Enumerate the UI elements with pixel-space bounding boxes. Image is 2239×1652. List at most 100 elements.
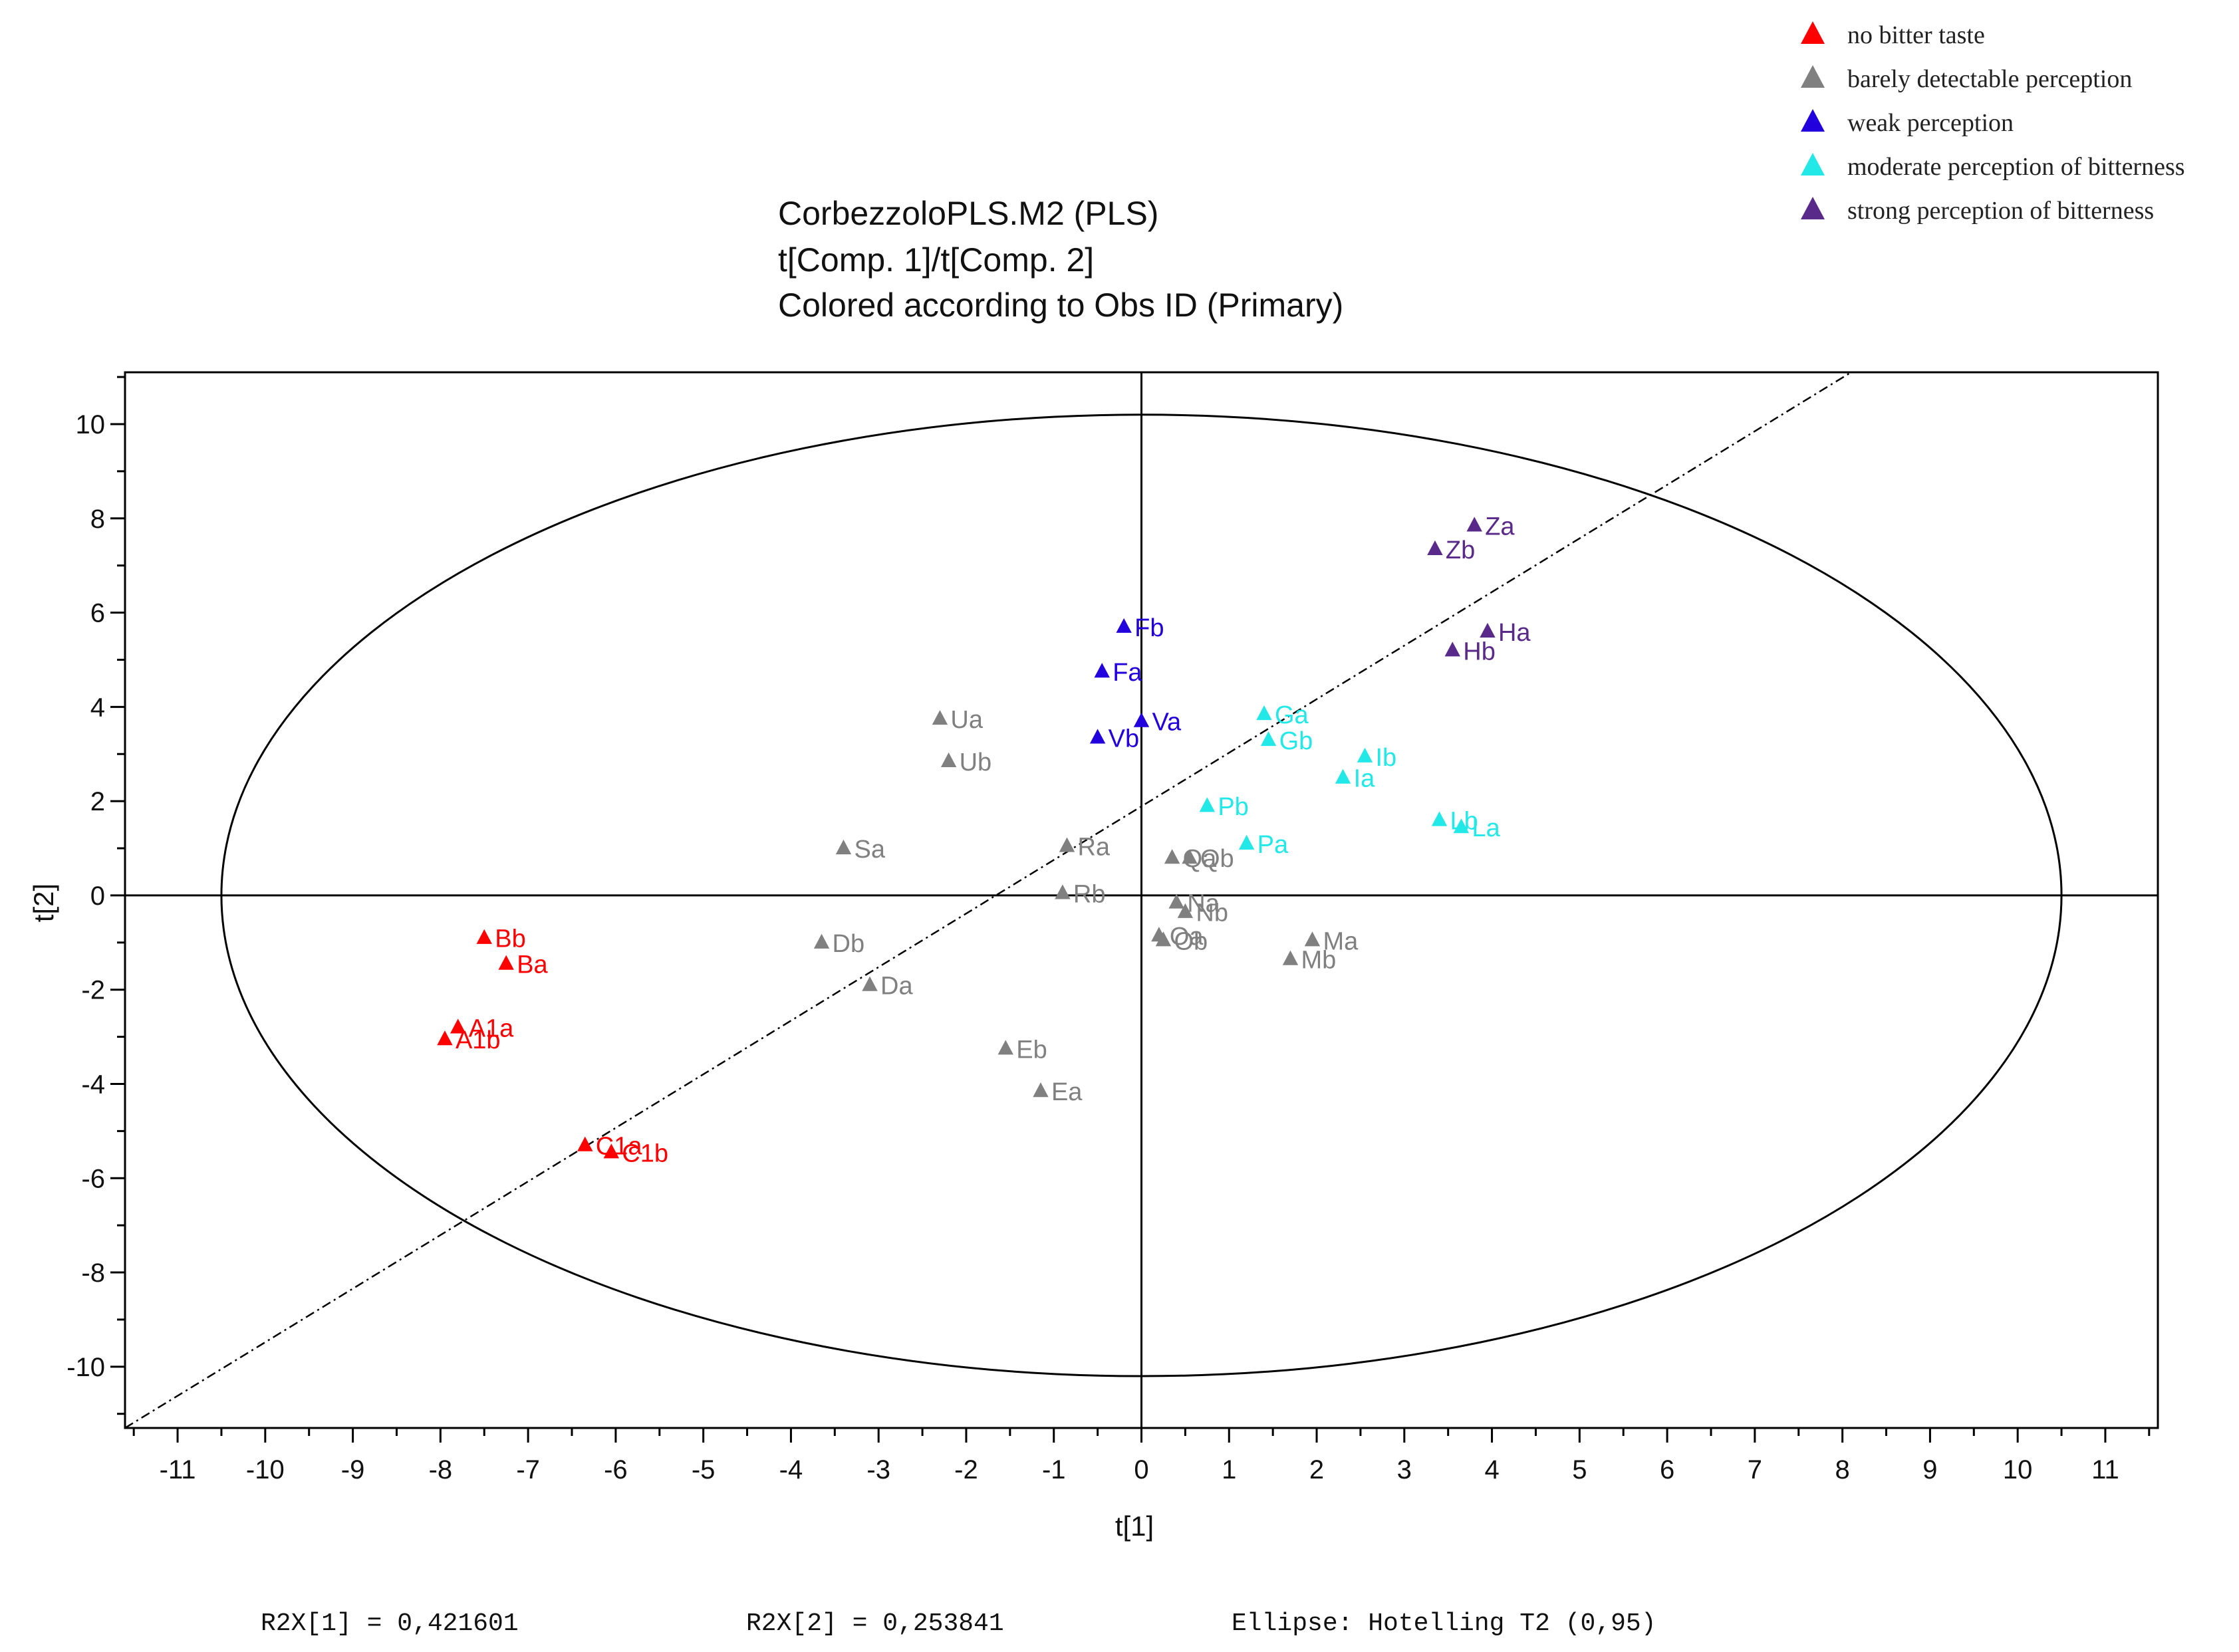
point-label-la: La <box>1472 814 1500 842</box>
point-label-pa: Pa <box>1257 831 1289 859</box>
legend-label: barely detectable perception <box>1847 65 2132 93</box>
point-label-ub: Ub <box>960 749 992 776</box>
x-tick-label: 2 <box>1309 1455 1324 1484</box>
point-marker-ia <box>1335 768 1351 784</box>
plot-shapes <box>124 371 2063 1429</box>
x-tick-label: -10 <box>246 1455 285 1484</box>
point-marker-za <box>1466 517 1482 532</box>
point-label-va: Va <box>1152 709 1182 737</box>
y-tick-label: -4 <box>81 1070 105 1099</box>
x-tick-label: -3 <box>866 1455 890 1484</box>
x-tick-label: -4 <box>779 1455 803 1484</box>
point-label-gb: Gb <box>1279 727 1313 755</box>
x-tick-label: -6 <box>604 1455 628 1484</box>
x-tick-label: 1 <box>1222 1455 1236 1484</box>
y-tick-label: -2 <box>81 976 105 1005</box>
x-tick-label: -8 <box>429 1455 453 1484</box>
point-label-qb: Qb <box>1200 845 1234 873</box>
point-label-eb: Eb <box>1016 1036 1047 1064</box>
x-tick-label: 0 <box>1134 1455 1148 1484</box>
point-label-a1b: A1b <box>456 1026 501 1054</box>
plot-frame: -11 -10 -9 -8 -7 -6 -5 -4 -3 -2 -1 0 1 2 3 4 5 6 7 8 9 10 11-1… <box>66 371 2159 1484</box>
y-tick-label: 4 <box>90 693 105 722</box>
x-tick-label: 4 <box>1484 1455 1499 1484</box>
legend-label: weak perception <box>1847 109 2014 137</box>
point-label-ia: Ia <box>1354 765 1376 793</box>
point-label-ma: Ma <box>1323 927 1359 955</box>
y-tick-label: 6 <box>90 599 105 628</box>
chart-title: CorbezzoloPLS.M2 (PLS) <box>778 195 1158 232</box>
y-tick-label: -10 <box>66 1353 105 1382</box>
point-label-hb: Hb <box>1463 638 1496 665</box>
point-label-c1a: C1a <box>596 1133 643 1161</box>
point-marker-c1b <box>603 1143 620 1159</box>
point-marker-ra <box>1059 837 1075 852</box>
point-label-a1a: A1a <box>469 1014 514 1042</box>
point-label-db: Db <box>833 930 865 958</box>
legend-marker <box>1801 21 1825 44</box>
point-marker-qb <box>1182 849 1198 864</box>
point-marker-db <box>813 933 830 949</box>
point-label-da: Da <box>880 973 913 1001</box>
y-tick-label: 10 <box>76 410 106 439</box>
x-tick-label: 9 <box>1922 1455 1937 1484</box>
legend-label: moderate perception of bitterness <box>1847 153 2185 181</box>
x-tick-label: 7 <box>1748 1455 1762 1484</box>
chart-subtitle-2: Colored according to Obs ID (Primary) <box>778 287 1343 324</box>
legend-marker <box>1801 109 1825 132</box>
point-marker-ea <box>1033 1082 1049 1098</box>
footer-r2x1: R2X[1] = 0,421601 <box>261 1609 519 1638</box>
point-marker-ba <box>498 955 514 970</box>
point-marker-pb <box>1199 797 1216 812</box>
point-label-mb: Mb <box>1301 947 1337 975</box>
point-marker-bb <box>476 929 492 944</box>
point-label-ba: Ba <box>517 951 548 979</box>
x-tick-label: -9 <box>341 1455 365 1484</box>
point-label-oa: Oa <box>1170 923 1204 951</box>
x-tick-label: 11 <box>2091 1455 2119 1484</box>
y-tick-label: -8 <box>81 1258 105 1288</box>
point-marker-eb <box>997 1040 1013 1055</box>
point-label-ib: Ib <box>1376 744 1397 772</box>
legend-marker <box>1801 197 1825 219</box>
point-label-bb: Bb <box>495 925 525 953</box>
point-label-ua: Ua <box>950 706 983 734</box>
point-label-fa: Fa <box>1113 659 1142 687</box>
point-label-c1b: C1b <box>622 1139 668 1167</box>
point-marker-zb <box>1427 540 1443 555</box>
point-marker-ob <box>1155 931 1172 947</box>
y-tick-label: 0 <box>90 882 105 911</box>
y-tick-label: -6 <box>81 1164 105 1193</box>
point-label-nb: Nb <box>1196 899 1228 927</box>
point-marker-nb <box>1177 903 1194 918</box>
legend-marker <box>1801 65 1825 88</box>
x-tick-label: 6 <box>1660 1455 1674 1484</box>
point-marker-ua <box>932 710 948 725</box>
point-marker-fa <box>1094 663 1110 678</box>
point-label-fb: Fb <box>1134 614 1164 642</box>
x-tick-label: 5 <box>1572 1455 1587 1484</box>
footer-ellipse-note: Ellipse: Hotelling T2 (0,95) <box>1232 1609 1656 1638</box>
point-marker-ib <box>1357 747 1373 763</box>
point-label-ga: Ga <box>1275 701 1309 729</box>
point-marker-c1a <box>577 1136 593 1151</box>
point-label-zb: Zb <box>1446 536 1475 564</box>
point-marker-hb <box>1444 642 1460 657</box>
y-tick-label: 2 <box>90 787 105 816</box>
point-marker-qa <box>1164 849 1180 864</box>
y-tick-label: 8 <box>90 505 105 534</box>
legend: no bitter taste barely detectable percept… <box>1801 21 2185 225</box>
point-marker-ga <box>1256 705 1272 721</box>
point-label-ea: Ea <box>1051 1078 1083 1106</box>
x-tick-label: 8 <box>1835 1455 1850 1484</box>
hotelling-ellipse <box>220 413 2063 1377</box>
x-tick-label: -7 <box>516 1455 540 1484</box>
point-marker-la <box>1453 818 1470 834</box>
point-marker-pa <box>1238 834 1255 850</box>
point-label-na: Na <box>1187 890 1220 918</box>
dash-dot-reference-line <box>124 371 1852 1429</box>
point-marker-da <box>862 976 878 991</box>
x-tick-label: -5 <box>692 1455 716 1484</box>
